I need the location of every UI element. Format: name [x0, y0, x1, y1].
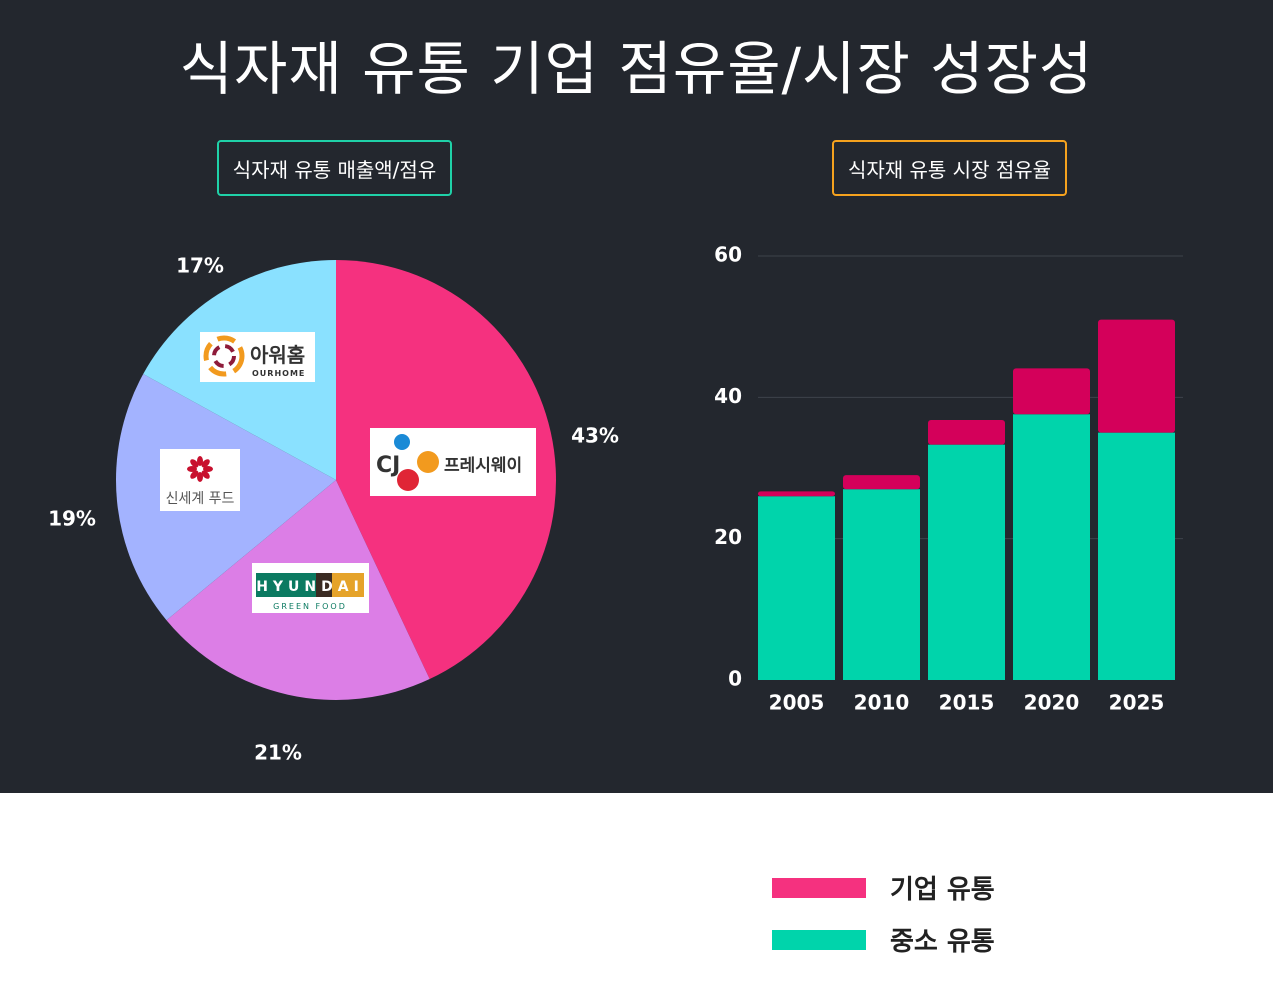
pie-chart-subtitle: 식자재 유통 매출액/점유	[217, 140, 452, 196]
brand-logo-text: 프레시웨이	[444, 456, 522, 476]
bar-segment	[758, 491, 835, 497]
legend-label: 기업 유통	[890, 875, 995, 905]
x-tick-label: 2015	[939, 691, 995, 715]
x-tick-label: 2020	[1024, 691, 1080, 715]
bar-segment	[928, 444, 1005, 680]
charts-canvas: 43% CJ 프레시웨이 21% HYUNDAI GREEN FOOD 19% 신세계 푸드 1…	[48, 243, 1183, 765]
bar-chart-subtitle: 식자재 유통 시장 점유율	[832, 140, 1067, 196]
bar-segment	[1098, 319, 1175, 433]
bar-segment	[1013, 368, 1090, 415]
pie-slice-label: 19%	[48, 507, 96, 531]
cj-logo-mark: CJ	[376, 453, 400, 478]
brand-logo: CJ 프레시웨이	[370, 428, 536, 496]
pie-slice-label: 17%	[176, 254, 224, 278]
legend-label: 중소 유통	[890, 927, 995, 957]
legend-swatch	[772, 877, 866, 898]
pie-slice-label: 21%	[254, 741, 302, 765]
x-tick-label: 2005	[769, 691, 825, 715]
y-tick-label: 60	[714, 243, 742, 267]
y-tick-label: 0	[728, 667, 742, 691]
pie-slice-label: 43%	[571, 424, 619, 448]
bar-segment	[1098, 432, 1175, 680]
brand-logo-subtext: GREEN FOOD	[273, 602, 347, 611]
y-tick-label: 40	[714, 384, 742, 408]
legend-swatch	[772, 929, 866, 950]
brand-logo-text: 아워홈	[250, 343, 305, 367]
legend-item-corporate: 기업 유통	[772, 869, 995, 906]
brand-logo: HYUNDAI GREEN FOOD	[252, 563, 369, 613]
page-title: 식자재 유통 기업 점유율/시장 성장성	[179, 35, 1094, 103]
brand-logo-text: 신세계 푸드	[166, 491, 235, 507]
brand-logo-subtext: OURHOME	[252, 369, 305, 378]
brand-logo: 신세계 푸드	[160, 449, 240, 511]
legend-item-sme: 중소 유통	[772, 921, 995, 958]
x-tick-label: 2025	[1109, 691, 1165, 715]
bar-segment	[843, 475, 920, 490]
y-tick-label: 20	[714, 525, 742, 549]
bar-segment	[1013, 414, 1090, 680]
brand-logo: 아워홈 OURHOME	[200, 332, 315, 382]
bar-segment	[758, 496, 835, 680]
brand-logo-text: HYUNDAI	[256, 579, 364, 595]
bar-segment	[928, 419, 1005, 445]
bar-segment	[843, 489, 920, 680]
x-tick-label: 2010	[854, 691, 910, 715]
